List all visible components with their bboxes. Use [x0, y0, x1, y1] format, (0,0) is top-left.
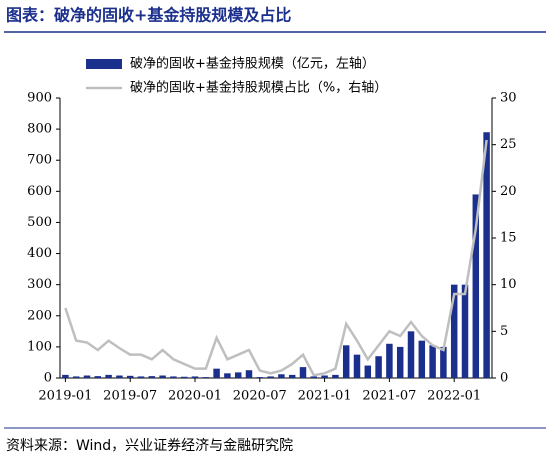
bar [278, 374, 285, 378]
y2-tick-label: 25 [500, 137, 517, 152]
x-tick-label: 2021-07 [362, 389, 416, 404]
bar [126, 375, 134, 378]
bar [429, 345, 436, 378]
bar [224, 373, 231, 378]
bar [321, 375, 328, 378]
bar [472, 194, 480, 378]
bar [94, 376, 102, 378]
x-tick-label: 2021-01 [298, 389, 352, 404]
bar [245, 370, 253, 378]
bar [418, 340, 426, 378]
y2-tick-label: 15 [500, 231, 517, 246]
bar [461, 284, 469, 378]
bar [353, 354, 361, 378]
y2-tick-label: 30 [500, 91, 517, 106]
bar [202, 377, 210, 378]
bar [375, 356, 382, 378]
y-tick-label: 300 [27, 277, 52, 292]
bar [288, 374, 296, 378]
bar [116, 375, 123, 378]
bar [72, 376, 80, 378]
bar [483, 132, 490, 378]
bar [105, 374, 112, 378]
bar [256, 377, 264, 378]
legend-swatch [86, 59, 122, 69]
x-tick-label: 2020-01 [168, 389, 222, 404]
y2-tick-label: 0 [500, 371, 508, 386]
y-tick-label: 900 [27, 91, 52, 106]
bar [213, 368, 220, 378]
y-tick-label: 0 [44, 371, 52, 386]
bar [191, 376, 199, 378]
x-tick-label: 2020-07 [233, 389, 287, 404]
legend-label: 破净的固收+基金持股规模占比（%，右轴） [130, 80, 387, 96]
y-tick-label: 700 [27, 153, 52, 168]
x-tick-label: 2022-01 [427, 389, 481, 404]
bar [386, 343, 393, 378]
chart-title: 图表：破净的固收+基金持股规模及占比 [6, 6, 291, 25]
legend-label: 破净的固收+基金持股规模（亿元，左轴） [130, 56, 375, 72]
y-tick-label: 100 [27, 339, 52, 354]
bar [234, 372, 242, 378]
x-tick-label: 2019-07 [103, 389, 157, 404]
y-tick-label: 500 [27, 215, 52, 230]
x-tick-label: 2019-01 [38, 389, 92, 404]
bar [267, 376, 274, 378]
bar [450, 284, 458, 378]
y-tick-label: 800 [27, 122, 52, 137]
bar [83, 375, 91, 378]
bar [170, 376, 177, 378]
y2-tick-label: 5 [500, 324, 508, 339]
y-tick-label: 200 [27, 308, 52, 323]
y-tick-label: 600 [27, 184, 52, 199]
bar [342, 345, 350, 378]
bar [299, 367, 307, 378]
line [64, 139, 488, 377]
y2-tick-label: 20 [500, 184, 517, 199]
source: 资料来源：Wind，兴业证券经济与金融研究院 [6, 438, 293, 454]
bar [407, 331, 415, 378]
bar [310, 376, 318, 378]
bar [137, 376, 145, 378]
bar [62, 374, 69, 378]
bar [180, 376, 188, 378]
y2-tick-label: 10 [500, 277, 517, 292]
bar [332, 374, 339, 378]
bar [396, 346, 404, 378]
bar [364, 365, 372, 378]
bar [159, 375, 166, 378]
bar [440, 346, 447, 378]
bar [148, 376, 156, 378]
y-tick-label: 400 [27, 246, 52, 261]
